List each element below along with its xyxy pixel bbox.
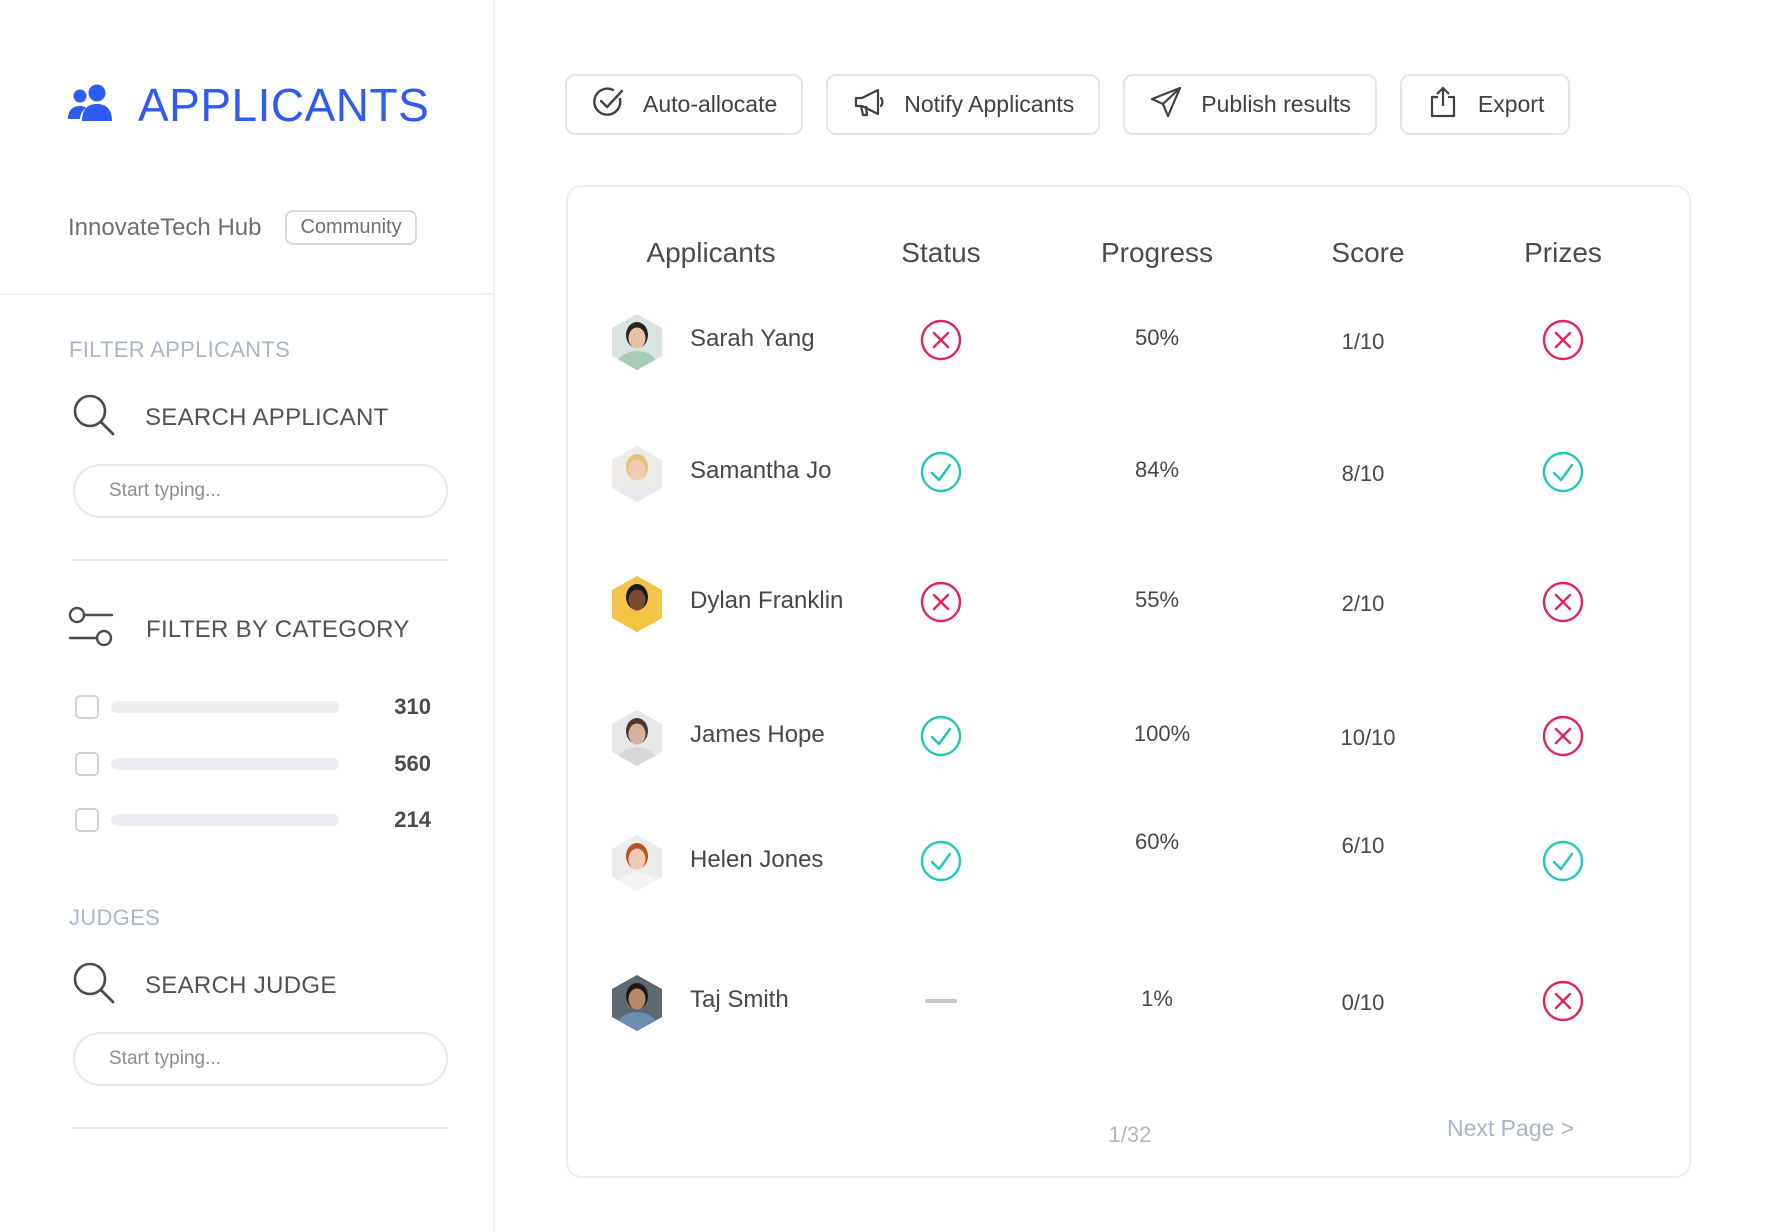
sidebar: APPLICANTS InnovateTech Hub Community FI… bbox=[0, 0, 495, 1232]
prize-x-circle-icon bbox=[1541, 318, 1585, 362]
table-row[interactable]: Taj Smith 1% 0/10 bbox=[568, 966, 1689, 1036]
table-row[interactable]: Sarah Yang 50% 1/10 bbox=[568, 305, 1689, 375]
prize-x-circle-icon bbox=[1541, 979, 1585, 1023]
progress-value: 1% bbox=[1141, 986, 1173, 1011]
organization-badge: Community bbox=[285, 210, 417, 245]
table-row[interactable]: Samantha Jo 84% 8/10 bbox=[568, 437, 1689, 507]
publish-results-label: Publish results bbox=[1201, 91, 1351, 117]
avatar bbox=[610, 575, 664, 633]
filter-applicants-heading: FILTER APPLICANTS bbox=[69, 337, 291, 362]
score-value: 1/10 bbox=[1341, 329, 1385, 354]
toolbar: Auto-allocate Notify Applicants Publish … bbox=[565, 74, 1571, 135]
applicant-name[interactable]: Sarah Yang bbox=[690, 325, 815, 352]
search-icon bbox=[72, 961, 116, 1010]
page-title: APPLICANTS bbox=[138, 79, 430, 131]
export-button[interactable]: Export bbox=[1399, 74, 1571, 135]
avatar bbox=[610, 709, 664, 767]
progress-value: 60% bbox=[1134, 829, 1180, 854]
prize-check-circle-icon bbox=[1541, 450, 1585, 494]
status-dash-icon bbox=[919, 979, 963, 1023]
auto-allocate-button[interactable]: Auto-allocate bbox=[565, 74, 804, 135]
avatar bbox=[610, 313, 664, 371]
sidebar-divider bbox=[0, 293, 495, 295]
score-value: 10/10 bbox=[1340, 725, 1396, 750]
column-header-prizes: Prizes bbox=[1524, 237, 1602, 268]
prize-x-circle-icon bbox=[1541, 580, 1585, 624]
search-applicant-label: SEARCH APPLICANT bbox=[145, 403, 389, 431]
category-checkbox[interactable] bbox=[75, 752, 99, 776]
column-header-status: Status bbox=[901, 237, 981, 268]
status-check-circle-icon bbox=[919, 839, 963, 883]
progress-value: 50% bbox=[1134, 325, 1180, 350]
divider bbox=[73, 559, 448, 561]
table-row[interactable]: Helen Jones 60% 6/10 bbox=[568, 826, 1689, 896]
search-judge-label: SEARCH JUDGE bbox=[145, 971, 337, 999]
organization: InnovateTech Hub Community bbox=[68, 210, 417, 245]
check-circle-icon bbox=[591, 85, 625, 124]
avatar bbox=[610, 974, 664, 1032]
column-header-progress: Progress bbox=[1100, 237, 1214, 268]
applicant-name[interactable]: Helen Jones bbox=[690, 846, 824, 873]
category-filter-item: 310 bbox=[75, 694, 431, 720]
category-filter-item: 560 bbox=[75, 751, 431, 777]
publish-results-button[interactable]: Publish results bbox=[1123, 74, 1377, 135]
filter-category-heading: FILTER BY CATEGORY bbox=[68, 606, 410, 653]
notify-applicants-button[interactable]: Notify Applicants bbox=[826, 74, 1101, 135]
score-value: 8/10 bbox=[1341, 461, 1385, 486]
auto-allocate-label: Auto-allocate bbox=[643, 91, 778, 117]
score-value: 6/10 bbox=[1341, 833, 1385, 858]
next-page-link[interactable]: Next Page > bbox=[1447, 1115, 1575, 1141]
organization-name: InnovateTech Hub bbox=[68, 213, 262, 241]
progress-value: 100% bbox=[1133, 721, 1191, 746]
category-count: 214 bbox=[394, 807, 431, 832]
search-judge-row: SEARCH JUDGE bbox=[72, 961, 337, 1010]
applicant-name[interactable]: James Hope bbox=[690, 721, 825, 748]
prize-check-circle-icon bbox=[1541, 839, 1585, 883]
category-checkbox[interactable] bbox=[75, 808, 99, 832]
score-value: 2/10 bbox=[1341, 591, 1385, 616]
applicant-name[interactable]: Samantha Jo bbox=[690, 457, 832, 484]
status-check-circle-icon bbox=[919, 714, 963, 758]
status-x-circle-icon bbox=[919, 318, 963, 362]
status-x-circle-icon bbox=[919, 580, 963, 624]
category-count: 310 bbox=[394, 694, 431, 719]
column-header-applicants: Applicants bbox=[646, 237, 776, 268]
progress-value: 55% bbox=[1134, 587, 1180, 612]
category-checkbox[interactable] bbox=[75, 695, 99, 719]
progress-value: 84% bbox=[1134, 457, 1180, 482]
table-row[interactable]: Dylan Franklin 55% 2/10 bbox=[568, 567, 1689, 637]
category-bar bbox=[111, 758, 339, 770]
judges-heading: JUDGES bbox=[69, 905, 161, 930]
table-row[interactable]: James Hope 100% 10/10 bbox=[568, 701, 1689, 771]
export-label: Export bbox=[1477, 91, 1545, 117]
applicants-table: Applicants Status Progress Score Prizes … bbox=[566, 185, 1691, 1178]
brand: APPLICANTS bbox=[66, 78, 429, 132]
megaphone-icon bbox=[852, 85, 886, 124]
category-bar bbox=[111, 701, 339, 713]
send-icon bbox=[1149, 85, 1183, 124]
filter-category-label: FILTER BY CATEGORY bbox=[146, 615, 410, 643]
avatar bbox=[610, 445, 664, 503]
divider bbox=[73, 1127, 448, 1129]
applicant-name[interactable]: Taj Smith bbox=[690, 986, 789, 1013]
category-filter-item: 214 bbox=[75, 807, 431, 833]
category-count: 560 bbox=[394, 751, 431, 776]
avatar bbox=[610, 834, 664, 892]
users-icon bbox=[66, 83, 116, 128]
score-value: 0/10 bbox=[1341, 990, 1385, 1015]
search-icon bbox=[72, 393, 116, 442]
pagination-indicator: 1/32 bbox=[1108, 1122, 1152, 1147]
column-header-score: Score bbox=[1331, 237, 1405, 268]
search-judge-input[interactable]: Start typing... bbox=[73, 1032, 448, 1086]
search-applicant-row: SEARCH APPLICANT bbox=[72, 393, 389, 442]
applicant-name[interactable]: Dylan Franklin bbox=[690, 587, 844, 614]
notify-applicants-label: Notify Applicants bbox=[904, 91, 1075, 117]
category-bar bbox=[111, 814, 339, 826]
search-applicant-input[interactable]: Start typing... bbox=[73, 464, 448, 518]
status-check-circle-icon bbox=[919, 450, 963, 494]
filter-sliders-icon bbox=[68, 606, 114, 653]
prize-x-circle-icon bbox=[1541, 714, 1585, 758]
share-export-icon bbox=[1426, 85, 1460, 124]
